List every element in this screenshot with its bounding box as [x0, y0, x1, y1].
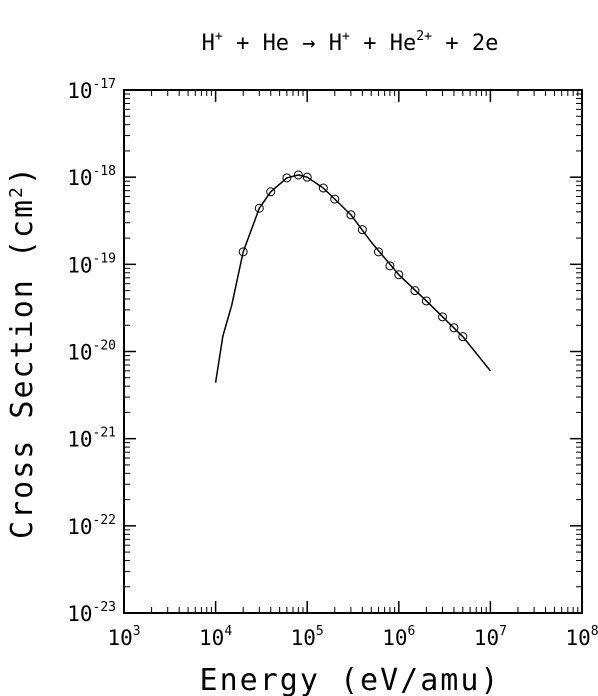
x-axis-label: Energy (eV/amu)	[200, 663, 501, 696]
tick-label: 10-23	[67, 600, 116, 626]
data-point	[394, 270, 404, 280]
label-sup: 2	[6, 185, 27, 198]
data-point	[266, 187, 276, 197]
tick-base: 10	[474, 626, 499, 650]
y-axis-label: Cross Section (cm2​)	[5, 165, 40, 539]
data-point	[330, 194, 340, 204]
data-point	[318, 183, 328, 193]
data-point	[449, 323, 459, 333]
data-point	[282, 173, 292, 183]
tick-label: 108	[565, 624, 598, 650]
tick-label: 104	[199, 624, 232, 650]
tick-base: 10	[67, 79, 92, 103]
label-text: + 2e	[432, 31, 498, 56]
data-point	[293, 170, 303, 180]
label-text: Energy (eV/amu)	[200, 663, 501, 696]
tick-exp: -22	[93, 513, 116, 528]
tick-base: 10	[107, 626, 132, 650]
tick-exp: 4	[224, 624, 232, 639]
tick-base: 10	[67, 515, 92, 539]
tick-exp: 5	[316, 624, 324, 639]
tick-exp: -18	[93, 164, 116, 179]
tick-exp: 6	[408, 624, 416, 639]
data-point	[438, 312, 448, 322]
label-sup: 2+	[416, 29, 432, 44]
tick-label: 10-21	[67, 426, 116, 452]
tick-base: 10	[291, 626, 316, 650]
tick-exp: -23	[93, 600, 116, 615]
tick-base: 10	[199, 626, 224, 650]
tick-base: 10	[67, 341, 92, 365]
tick-label: 106	[382, 624, 415, 650]
data-point	[346, 210, 356, 220]
tick-label: 10-22	[67, 513, 116, 539]
label-text: Cross Section (cm	[5, 198, 40, 539]
tick-base: 10	[67, 166, 92, 190]
data-point	[385, 261, 395, 271]
tick-exp: -17	[93, 77, 116, 92]
tick-base: 10	[67, 602, 92, 626]
data-point	[421, 296, 431, 306]
tick-label: 103	[107, 624, 140, 650]
tick-exp: -19	[93, 251, 116, 266]
label-text: + He → H	[223, 31, 342, 56]
tick-base: 10	[67, 253, 92, 277]
data-point	[302, 172, 312, 182]
data-point	[458, 332, 468, 342]
tick-label: 10-20	[67, 339, 116, 365]
tick-label: 10-18	[67, 164, 116, 190]
data-point	[254, 203, 264, 213]
tick-label: 10-19	[67, 251, 116, 277]
plot-frame	[123, 89, 583, 614]
label-text: + He	[350, 31, 416, 56]
data-point	[238, 247, 248, 257]
tick-exp: 3	[133, 624, 141, 639]
data-point	[410, 286, 420, 296]
chart-title: H+​ + He → H+​ + He2+​ + 2e	[202, 29, 499, 56]
tick-label: 10-17	[67, 77, 116, 103]
data-point	[357, 225, 367, 235]
tick-base: 10	[565, 626, 590, 650]
data-point	[373, 247, 383, 257]
tick-exp: -20	[93, 339, 116, 354]
fit-line	[214, 174, 491, 383]
label-text: )	[5, 165, 40, 185]
tick-label: 107	[474, 624, 507, 650]
label-text: H	[202, 31, 215, 56]
tick-base: 10	[382, 626, 407, 650]
tick-base: 10	[67, 428, 92, 452]
label-sup: +	[342, 29, 350, 44]
tick-exp: 7	[499, 624, 507, 639]
label-sup: +	[215, 29, 223, 44]
tick-exp: 8	[591, 624, 598, 639]
tick-label: 105	[291, 624, 324, 650]
tick-exp: -21	[93, 426, 116, 441]
